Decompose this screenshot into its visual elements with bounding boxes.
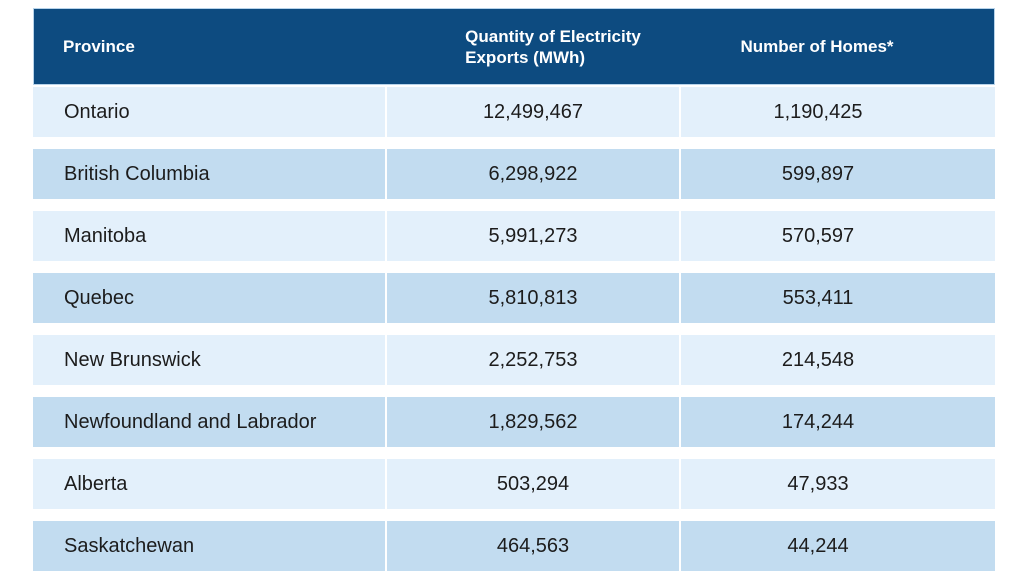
exports-cell: 5,991,273: [387, 211, 679, 261]
exports-cell: 503,294: [387, 459, 679, 509]
column-header-exports-line1: Quantity of Electricity: [465, 26, 641, 46]
exports-cell: 1,829,562: [387, 397, 679, 447]
column-header-exports-line2: Exports (MWh): [465, 47, 586, 67]
province-cell: Newfoundland and Labrador: [33, 397, 385, 447]
table-header-row: Province Quantity of Electricity Exports…: [33, 8, 995, 85]
province-cell: Manitoba: [33, 211, 385, 261]
province-cell: Ontario: [33, 87, 385, 137]
table-row: New Brunswick 2,252,753 214,548: [33, 335, 995, 385]
province-cell: Alberta: [33, 459, 385, 509]
electricity-exports-table: Province Quantity of Electricity Exports…: [33, 8, 995, 571]
province-cell: British Columbia: [33, 149, 385, 199]
table-row: Quebec 5,810,813 553,411: [33, 273, 995, 323]
table-body: Ontario 12,499,467 1,190,425 British Columb…: [33, 87, 995, 571]
homes-cell: 570,597: [681, 211, 995, 261]
homes-cell: 174,244: [681, 397, 995, 447]
table-row: Manitoba 5,991,273 570,597: [33, 211, 995, 261]
table-row: British Columbia 6,298,922 599,897: [33, 149, 995, 199]
exports-cell: 464,563: [387, 521, 679, 571]
column-header-homes: Number of Homes*: [740, 37, 894, 56]
homes-cell: 1,190,425: [681, 87, 995, 137]
table-row: Alberta 503,294 47,933: [33, 459, 995, 509]
homes-cell: 599,897: [681, 149, 995, 199]
province-cell: Quebec: [33, 273, 385, 323]
column-header-province: Province: [63, 37, 135, 56]
table-row: Ontario 12,499,467 1,190,425: [33, 87, 995, 137]
exports-cell: 6,298,922: [387, 149, 679, 199]
homes-cell: 553,411: [681, 273, 995, 323]
province-cell: Saskatchewan: [33, 521, 385, 571]
exports-cell: 5,810,813: [387, 273, 679, 323]
province-cell: New Brunswick: [33, 335, 385, 385]
exports-cell: 12,499,467: [387, 87, 679, 137]
homes-cell: 44,244: [681, 521, 995, 571]
homes-cell: 47,933: [681, 459, 995, 509]
table-row: Saskatchewan 464,563 44,244: [33, 521, 995, 571]
table-row: Newfoundland and Labrador 1,829,562 174,24…: [33, 397, 995, 447]
column-header-exports-text: Quantity of Electricity Exports (MWh): [465, 26, 641, 68]
column-header-exports: Quantity of Electricity Exports (MWh): [386, 26, 680, 68]
homes-cell: 214,548: [681, 335, 995, 385]
exports-cell: 2,252,753: [387, 335, 679, 385]
